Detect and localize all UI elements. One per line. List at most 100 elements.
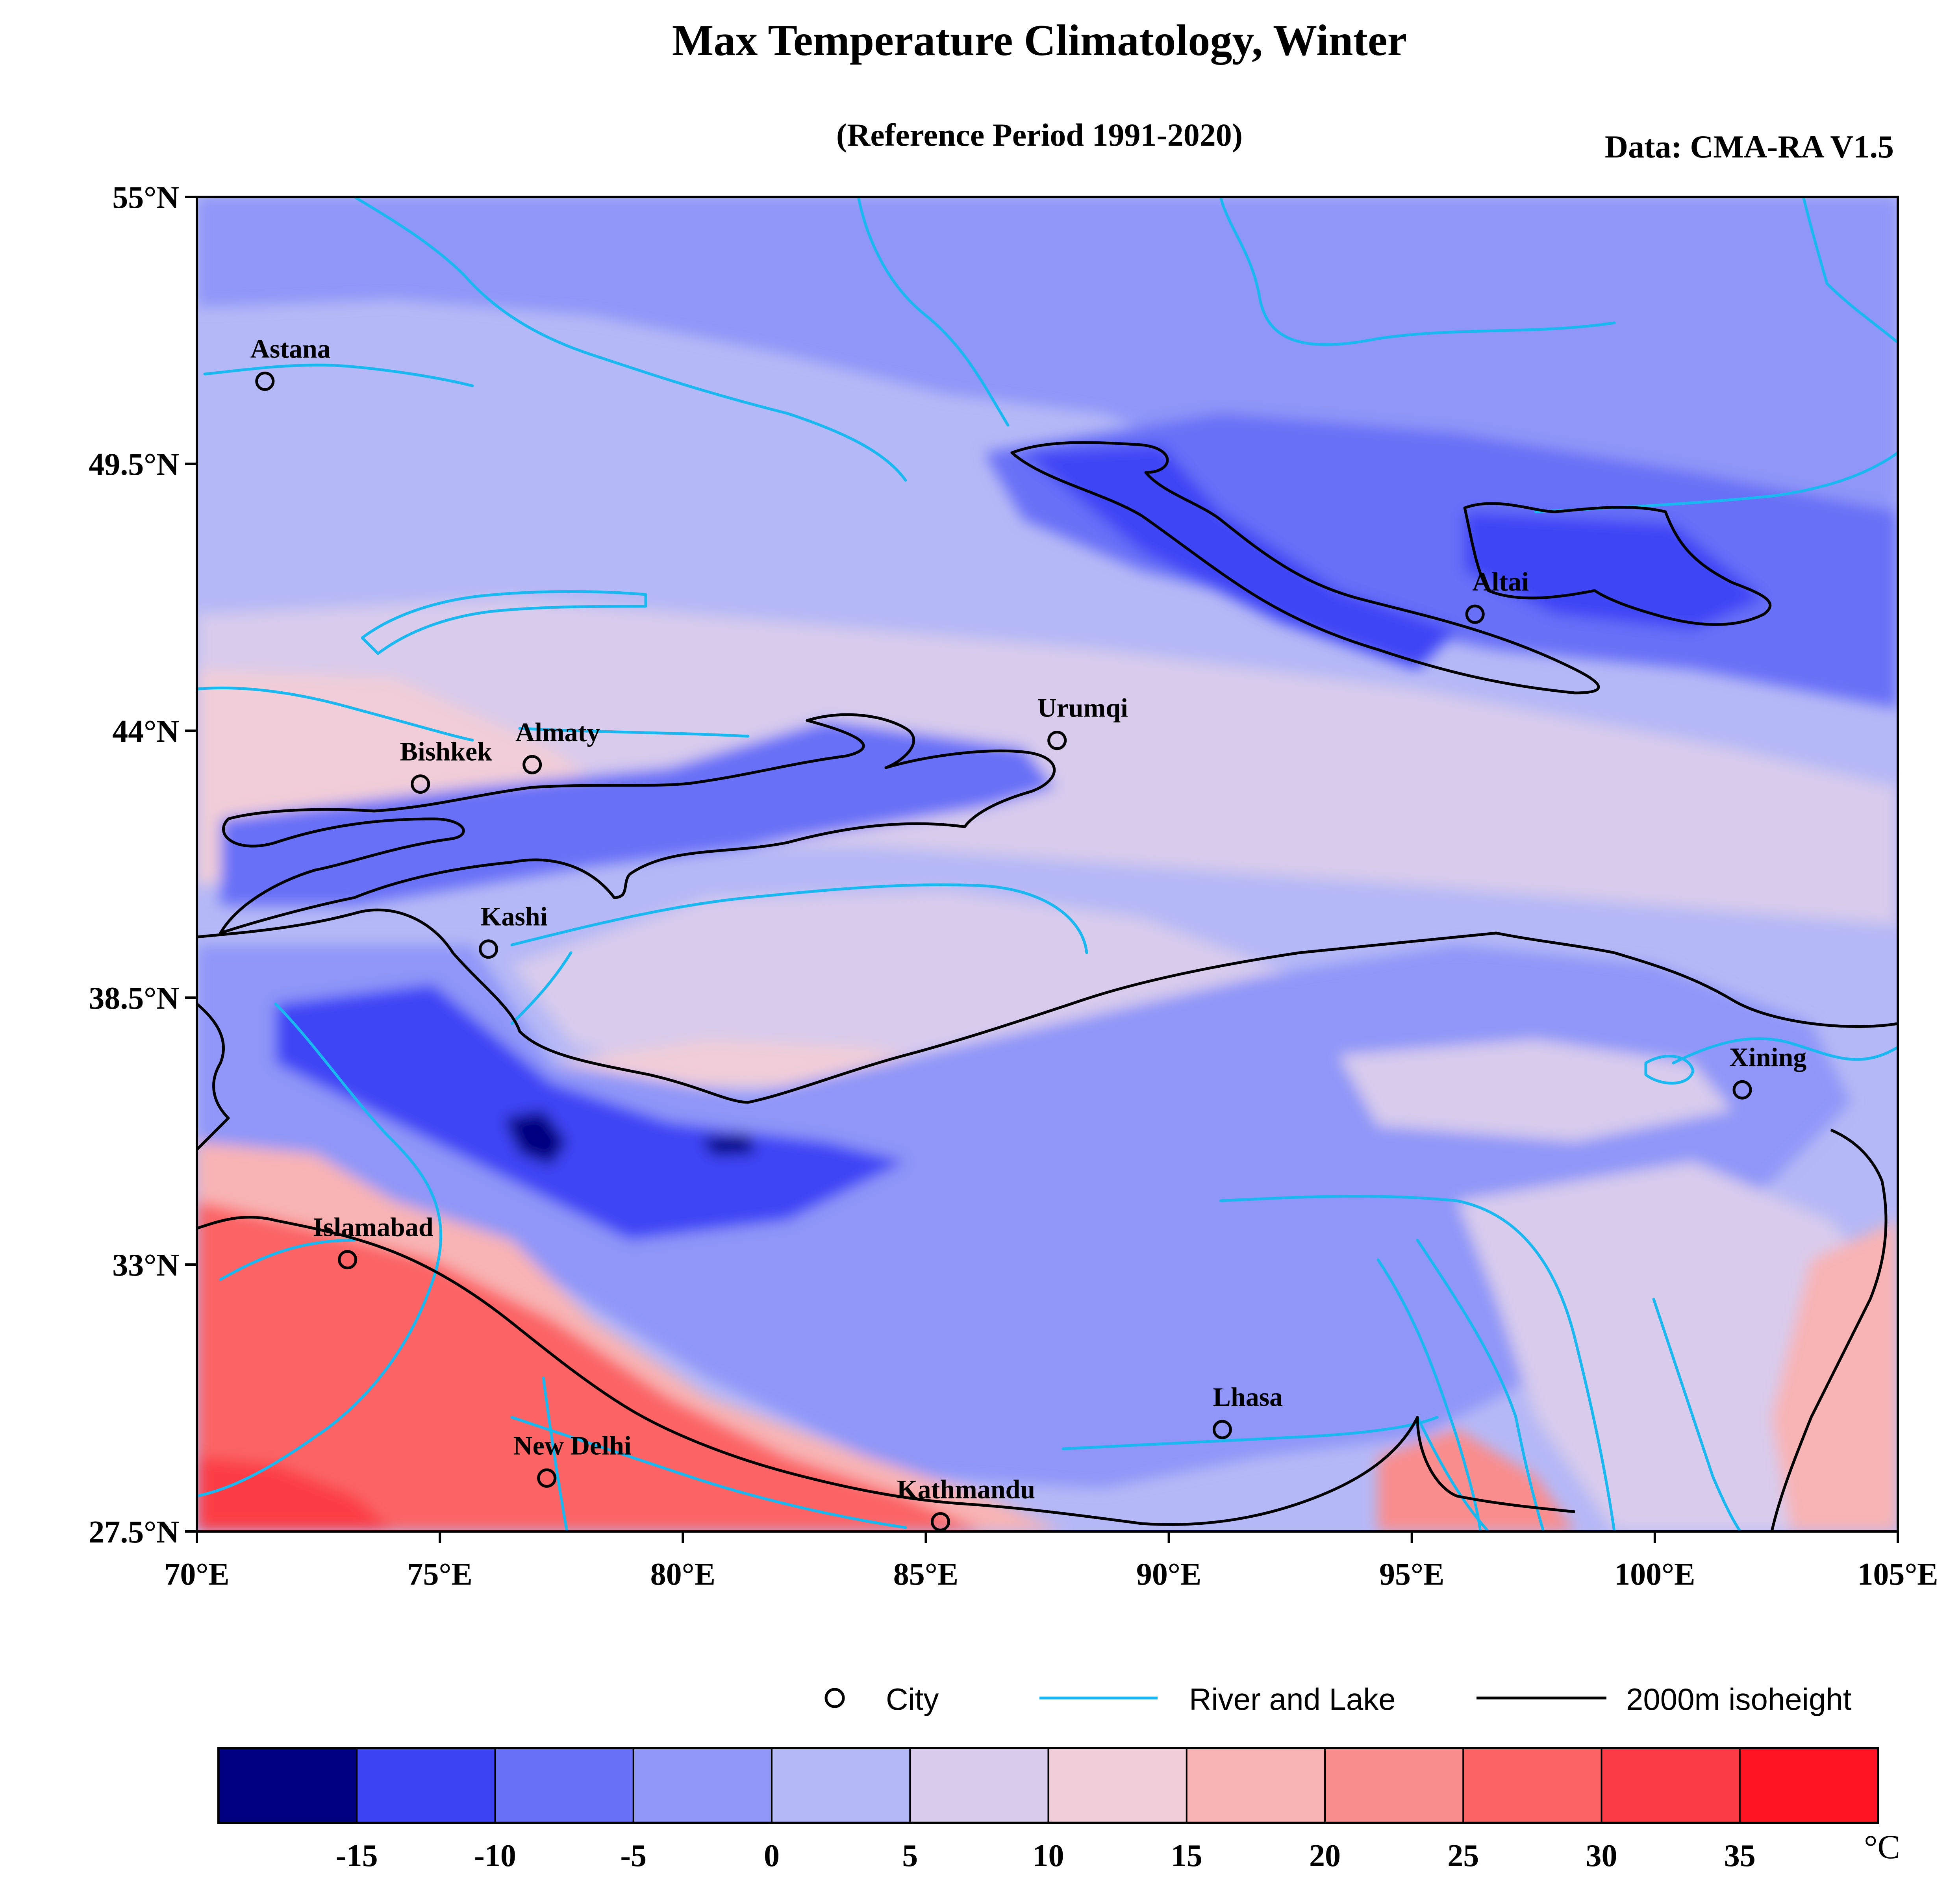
- tarim-basin-warm: [512, 890, 1299, 1083]
- river-syr-darya: [197, 686, 474, 742]
- india-hottest: [197, 1457, 394, 1531]
- city-marker: [1047, 731, 1067, 750]
- city-lhasa: Lhasa: [1212, 1382, 1283, 1439]
- karakoram-coldest: [504, 1110, 567, 1165]
- cold-north-east: [984, 413, 1898, 709]
- river-ganges: [510, 1416, 907, 1529]
- colorbar-swatch: [219, 1748, 358, 1823]
- isoheight-west-border: [197, 1003, 230, 1151]
- latitude-axis: 55°N 49.5°N 44°N 38.5°N 33°N 27.5°N: [89, 180, 197, 1550]
- colorbar-label: 35: [1724, 1839, 1756, 1873]
- city-marker: [338, 1250, 358, 1270]
- qinghai-lake: [1644, 1055, 1695, 1085]
- lon-tick-label: 80°E: [650, 1557, 715, 1592]
- isoheight-2000m: [197, 441, 1898, 1531]
- colorbar-label: -10: [474, 1839, 516, 1873]
- colorbar-swatch: [633, 1748, 772, 1823]
- city-almaty: Almaty: [515, 717, 600, 774]
- legend-isoheight-label: 2000m isoheight: [1626, 1682, 1852, 1716]
- river-irtysh: [857, 197, 1010, 427]
- colorbar-label: 30: [1586, 1839, 1617, 1873]
- city-label: Islamabad: [313, 1212, 433, 1242]
- city-astana: Astana: [250, 333, 331, 391]
- lake-balkhash: [361, 590, 647, 655]
- river-yellow: [1672, 1037, 1898, 1065]
- colorbar-swatch: [1463, 1748, 1602, 1823]
- lon-tick-label: 75°E: [407, 1557, 472, 1592]
- river-yarlung: [1062, 1416, 1439, 1450]
- map-subtitle: (Reference Period 1991-2020): [836, 117, 1243, 153]
- city-marker: [522, 755, 542, 774]
- colorbar-swatch: [1048, 1748, 1187, 1823]
- colorbar-label: 10: [1033, 1839, 1064, 1873]
- river-brahmaputra: [1416, 1416, 1490, 1531]
- lat-tick-label: 49.5°N: [89, 447, 179, 482]
- river-jinsha: [1652, 1298, 1742, 1531]
- city-label: Almaty: [515, 717, 600, 747]
- river-ob: [353, 197, 907, 482]
- city-marker: [1732, 1080, 1752, 1100]
- lat-tick-label: 55°N: [112, 180, 179, 215]
- colorbar-label: 5: [902, 1839, 918, 1873]
- lat-tick-label: 38.5°N: [89, 981, 179, 1016]
- kunlun-coldest: [701, 1134, 756, 1155]
- lon-tick-label: 95°E: [1379, 1557, 1444, 1592]
- river-northeast: [1802, 197, 1898, 344]
- lon-tick-label: 90°E: [1136, 1557, 1201, 1592]
- city-label: Astana: [250, 333, 331, 363]
- qaidam-basin: [1339, 1039, 1732, 1142]
- lat-tick-label: 33°N: [112, 1248, 179, 1283]
- city-marker: [1465, 604, 1485, 624]
- city-marker: [479, 939, 498, 959]
- colorbar-label: 20: [1309, 1839, 1341, 1873]
- colorbar-swatch: [1325, 1748, 1464, 1823]
- map-frame: [196, 196, 1899, 1533]
- colorbar-unit: °C: [1864, 1828, 1900, 1866]
- lon-tick-label: 85°E: [893, 1557, 958, 1592]
- city-marker: [255, 371, 275, 391]
- sichuan-warm: [1772, 1220, 1898, 1531]
- colorbar-swatch: [772, 1748, 911, 1823]
- city-marker: [1212, 1420, 1232, 1439]
- isoheight-altai-east: [1463, 502, 1772, 626]
- colorbar-label: 15: [1171, 1839, 1202, 1873]
- city-label: Lhasa: [1213, 1382, 1283, 1412]
- legend-city-label: City: [886, 1682, 939, 1716]
- colorbar-swatch: [1601, 1748, 1740, 1823]
- colorbar-label: 25: [1447, 1839, 1479, 1873]
- isoheight-tarim: [197, 908, 1898, 1104]
- legend-river-label: River and Lake: [1189, 1682, 1396, 1716]
- city-label: Urumqi: [1037, 693, 1128, 723]
- karakoram-very-cold: [276, 984, 906, 1240]
- colorbar: -15 -10 -5 0 5 10 15 20 25 30 35: [217, 1747, 1879, 1873]
- river-ili: [518, 727, 750, 738]
- river-indus: [197, 1002, 443, 1498]
- isoheight-tianshan: [219, 713, 1056, 935]
- map-title: Max Temperature Climatology, Winter: [672, 16, 1407, 65]
- colorbar-swatch: [1740, 1748, 1878, 1823]
- isoheight-altai-west: [1010, 441, 1600, 694]
- river-jhelum: [219, 1239, 356, 1281]
- river-yamuna: [542, 1376, 569, 1531]
- city-label: Altai: [1472, 567, 1529, 596]
- city-label: Xining: [1729, 1042, 1807, 1072]
- lon-tick-label: 100°E: [1614, 1557, 1695, 1592]
- river-yangtze-upper: [1219, 1194, 1616, 1531]
- colorbar-label: -15: [336, 1839, 378, 1873]
- colorbar-swatch: [1186, 1748, 1325, 1823]
- city-label: Kathmandu: [897, 1474, 1035, 1504]
- isoheight-southeast: [1770, 1128, 1888, 1531]
- lat-tick-label: 44°N: [112, 714, 179, 749]
- river-yenisei-top: [1219, 197, 1616, 346]
- legend-city-marker: [824, 1688, 845, 1708]
- city-marker: [537, 1468, 557, 1488]
- city-label: Kashi: [481, 902, 548, 931]
- colorbar-swatch: [495, 1748, 634, 1823]
- city-islamabad: Islamabad: [313, 1212, 433, 1270]
- city-altai: Altai: [1465, 567, 1529, 624]
- india-hot: [197, 1201, 984, 1531]
- rivers-and-lakes: [197, 197, 1898, 1531]
- data-source: Data: CMA-RA V1.5: [1605, 129, 1894, 165]
- city-marker: [930, 1512, 950, 1531]
